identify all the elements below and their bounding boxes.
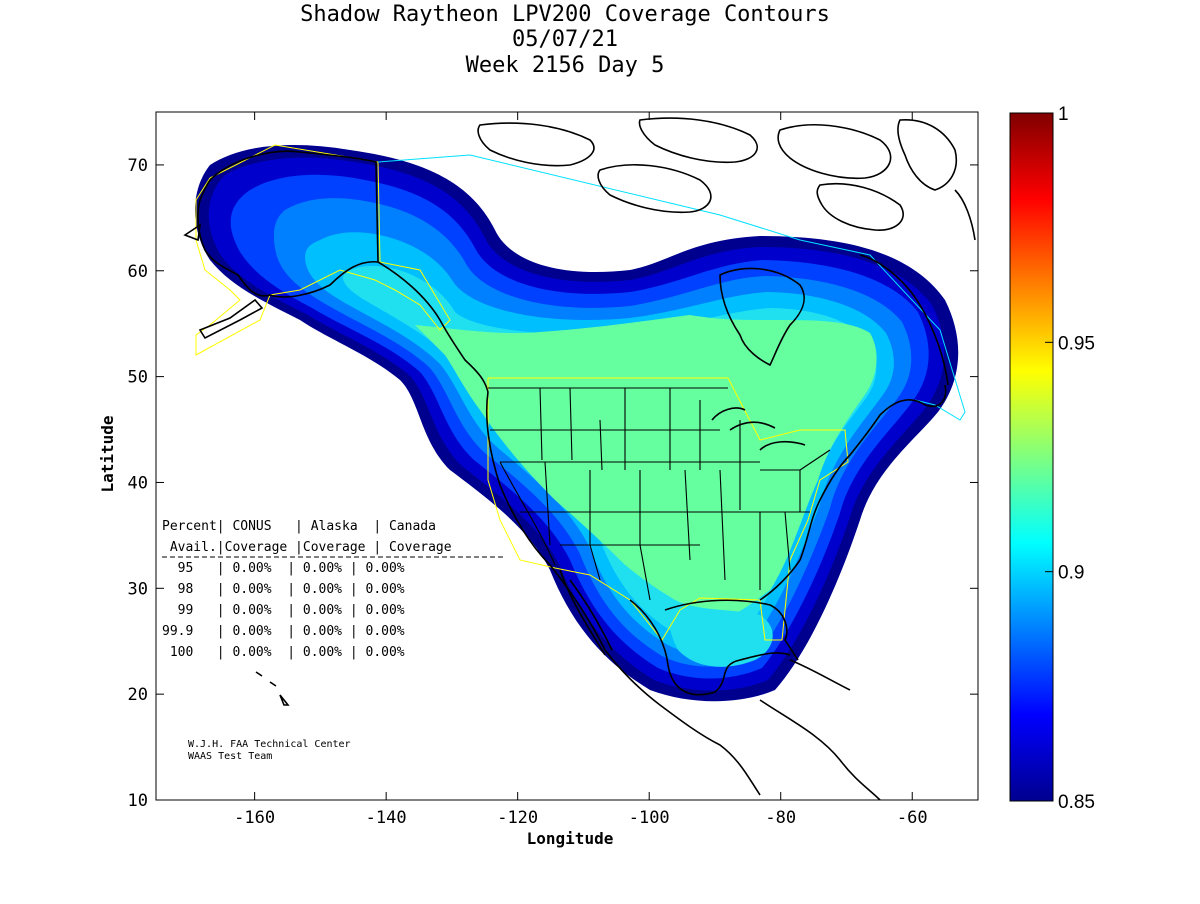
coverage-table: Percent| CONUS | Alaska | Canada Avail.|… (162, 519, 503, 660)
chart-week: Week 2156 Day 5 (466, 53, 665, 78)
credit-line-2: WAAS Test Team (188, 751, 272, 762)
conus-service-volume (487, 377, 849, 641)
x-axis-label: Longitude (527, 829, 614, 848)
x-tick-label: -120 (497, 808, 538, 828)
x-tick-label: -60 (897, 808, 928, 828)
colorbar-tick-label: 0.9 (1058, 563, 1084, 584)
y-tick-label: 10 (128, 791, 148, 811)
table-row: 100 | 0.00% | 0.00% | 0.00% (162, 645, 405, 660)
coastlines (183, 117, 976, 800)
chart-title: Shadow Raytheon LPV200 Coverage Contours (300, 2, 830, 27)
y-axis-label: Latitude (98, 415, 117, 492)
y-axis: 70 60 50 40 30 20 10 (128, 156, 978, 811)
y-tick-label: 20 (128, 685, 148, 705)
table-row: 99 | 0.00% | 0.00% | 0.00% (162, 603, 405, 618)
coverage-band-7 (415, 315, 877, 618)
coverage-band-gulf (669, 600, 773, 667)
x-tick-label: -160 (234, 808, 275, 828)
x-axis: -160 -140 -120 -100 -80 -60 (234, 112, 928, 828)
colorbar (1009, 112, 1054, 802)
y-tick-label: 40 (128, 473, 148, 493)
y-tick-label: 50 (128, 368, 148, 388)
canada-service-volume (377, 154, 966, 421)
x-tick-label: -80 (765, 808, 796, 828)
colorbar-ticks: 1 0.95 0.9 0.85 (1045, 104, 1095, 813)
chart-date: 05/07/21 (512, 27, 618, 52)
x-tick-label: -140 (366, 808, 407, 828)
plot-frame (155, 111, 979, 801)
table-row: 98 | 0.00% | 0.00% | 0.00% (162, 582, 405, 597)
colorbar-tick-label: 0.85 (1058, 792, 1095, 813)
table-header-row-1: Percent| CONUS | Alaska | Canada (162, 519, 436, 534)
y-tick-label: 30 (128, 579, 148, 599)
table-row: 99.9 | 0.00% | 0.00% | 0.00% (162, 624, 405, 639)
alaska-service-volume (195, 144, 451, 356)
colorbar-tick-label: 1 (1058, 104, 1069, 125)
y-tick-label: 60 (128, 262, 148, 282)
x-tick-label: -100 (629, 808, 670, 828)
table-header-row-2: Avail.|Coverage |Coverage | Coverage (162, 540, 452, 555)
y-tick-label: 70 (128, 156, 148, 176)
table-row: 95 | 0.00% | 0.00% | 0.00% (162, 561, 405, 576)
map-area (156, 112, 978, 800)
colorbar-tick-label: 0.95 (1058, 333, 1095, 354)
credit-line-1: W.J.H. FAA Technical Center (188, 739, 351, 750)
state-borders (488, 387, 831, 601)
